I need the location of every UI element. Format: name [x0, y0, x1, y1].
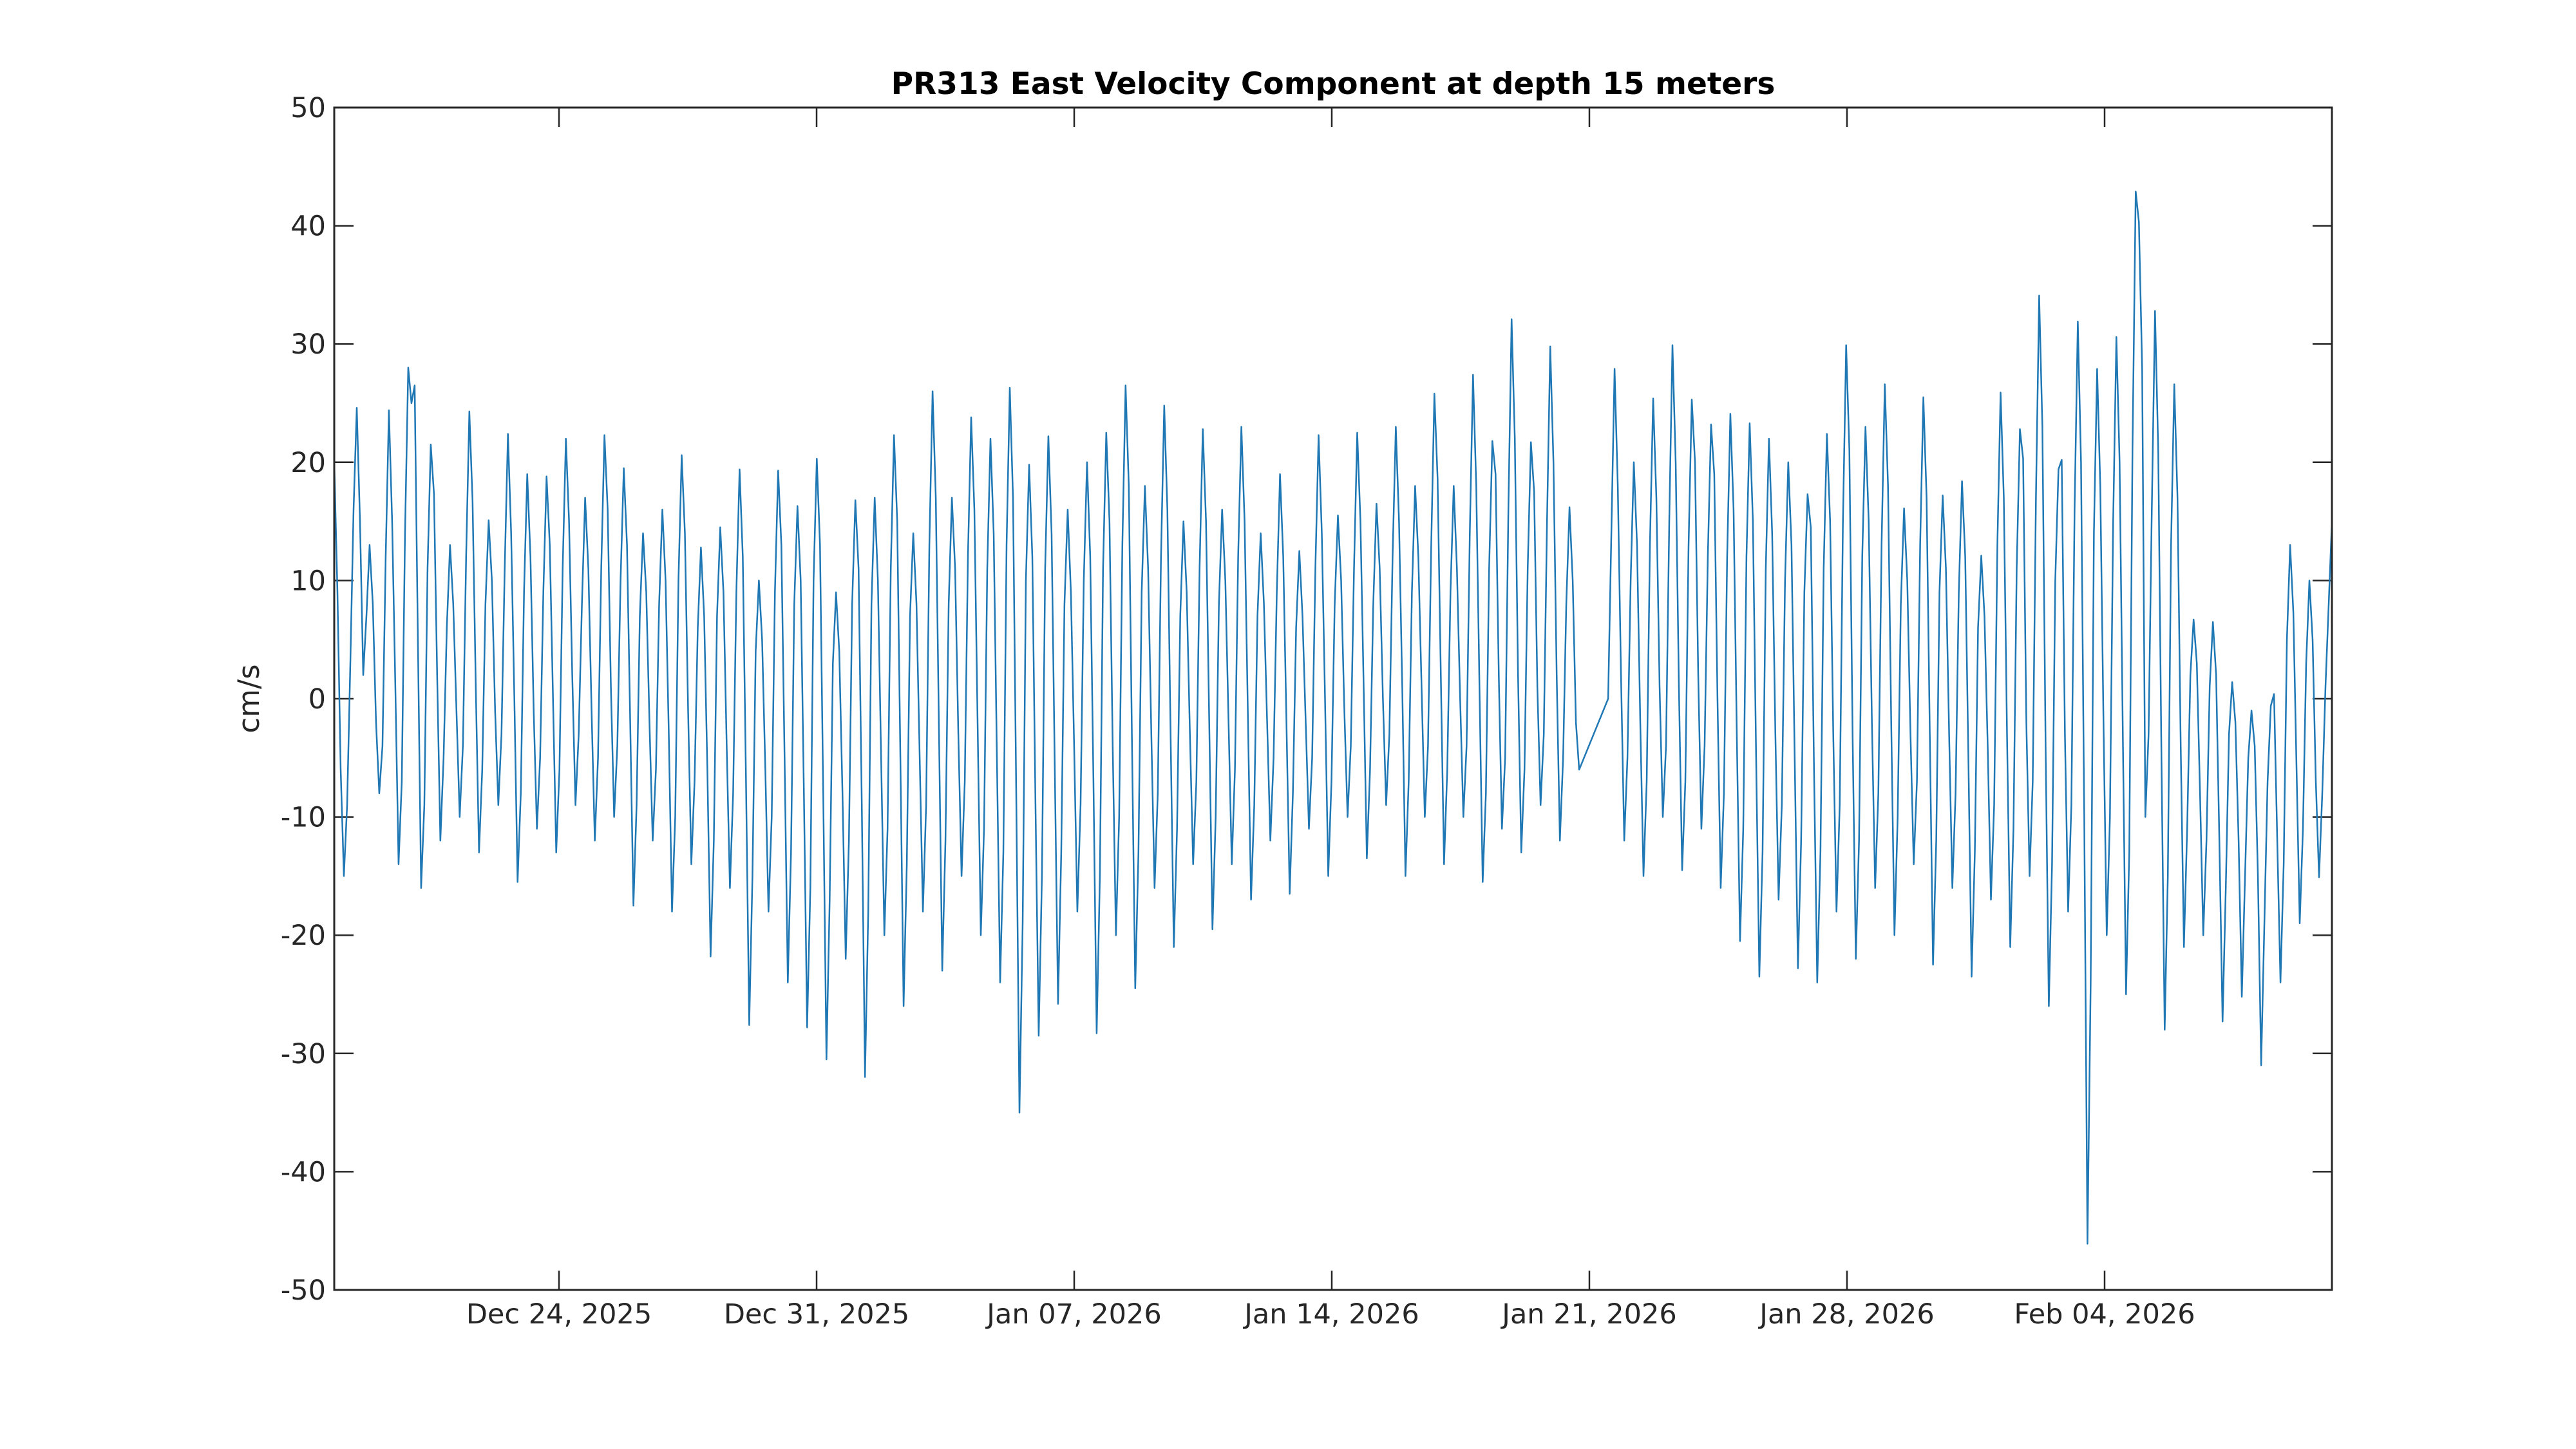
- x-tick-label: Jan 21, 2026: [1500, 1298, 1676, 1331]
- plot-box-border: [333, 106, 2333, 1291]
- y-tick-label: -30: [281, 1038, 326, 1070]
- x-tick-label: Dec 24, 2025: [466, 1298, 652, 1331]
- x-tick-label: Jan 07, 2026: [985, 1298, 1161, 1331]
- y-tick-label: 50: [290, 92, 326, 124]
- y-tick-label: 30: [290, 328, 326, 361]
- y-axis-label: cm/s: [232, 664, 266, 733]
- y-tick-label: -40: [281, 1156, 326, 1188]
- x-tick-label: Jan 14, 2026: [1242, 1298, 1419, 1331]
- x-tick-label: Jan 28, 2026: [1757, 1298, 1934, 1331]
- y-tick-label: 20: [290, 447, 326, 479]
- y-tick-label: 40: [290, 211, 326, 243]
- series-line: [333, 191, 2333, 1245]
- chart-title: PR313 East Velocity Component at depth 1…: [891, 66, 1776, 102]
- data-series-group: [333, 191, 2333, 1245]
- axis-ticks: [334, 108, 2332, 1290]
- y-tick-label: 0: [308, 683, 326, 715]
- x-tick-label: Feb 04, 2026: [2014, 1298, 2195, 1331]
- y-tick-label: -50: [281, 1274, 326, 1307]
- y-tick-label: -10: [281, 802, 326, 834]
- y-tick-label: -20: [281, 920, 326, 952]
- y-tick-label: 10: [290, 565, 326, 597]
- x-tick-label: Dec 31, 2025: [724, 1298, 909, 1331]
- axis-tick-labels: -50 -40 -30 -20 -10 0 10 20 30 40 50 Dec 24, 2025 De…: [281, 92, 2195, 1331]
